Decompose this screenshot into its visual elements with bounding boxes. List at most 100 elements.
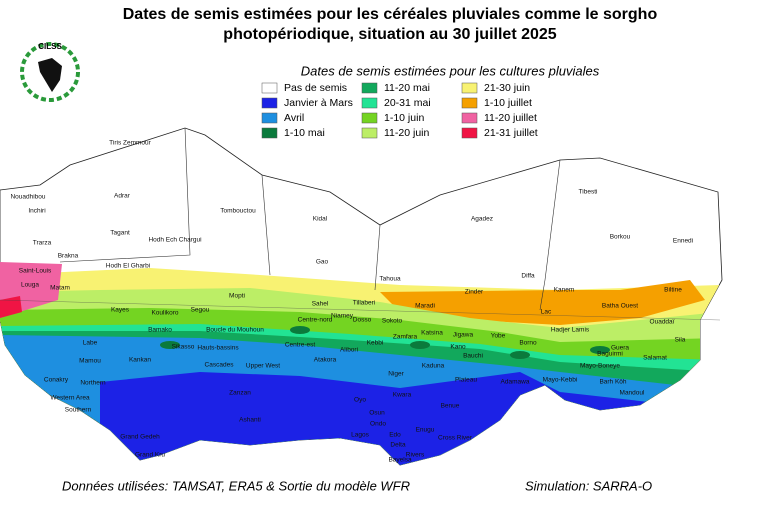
region-label: Enugu — [416, 427, 435, 434]
region-label: Jigawa — [453, 332, 474, 339]
region-labels: Tiris Zemmour Adrar Nouadhibou Inchiri Tagan… — [10, 140, 693, 464]
region-label: Tiris Zemmour — [109, 140, 151, 147]
border — [59, 127, 191, 263]
region-label: Niger — [388, 371, 404, 378]
region-label: Lac — [541, 309, 552, 316]
region-label: Tillaberi — [353, 300, 376, 307]
zone-patch — [590, 346, 610, 354]
region-label: Southern — [65, 407, 92, 414]
region-label: Kwara — [393, 392, 412, 399]
region-label: Mamou — [79, 358, 101, 365]
region-label: Katsina — [421, 330, 443, 337]
region-label: Louga — [21, 282, 39, 289]
region-label: Saint-Louis — [19, 268, 52, 275]
legend-swatch — [461, 82, 478, 94]
region-label: Matam — [50, 285, 70, 292]
region-label: Kebbi — [367, 340, 384, 347]
region-label: Inchiri — [28, 208, 45, 215]
region-label: Hauts-bassins — [197, 345, 239, 352]
region-label: Maradi — [415, 303, 435, 310]
region-label: Adamawa — [501, 379, 530, 386]
region-label: Atakora — [314, 357, 337, 364]
legend-label: 11-20 mai — [384, 82, 430, 94]
region-label: Kaduna — [422, 363, 445, 370]
zone-patch — [510, 351, 530, 359]
region-label: Batha Ouest — [602, 303, 638, 310]
region-label: Benue — [441, 403, 460, 410]
legend-label: 21-30 juin — [484, 82, 530, 94]
legend: Pas de semis Janvier à Mars Avril 1-10 mai 1… — [261, 82, 538, 139]
legend-label: Janvier à Mars — [284, 97, 353, 109]
legend-label: Avril — [284, 112, 304, 124]
logo-wreath — [20, 42, 80, 102]
title-line: Dates de semis estimées pour les céréale… — [123, 6, 658, 23]
region-label: Alibori — [340, 347, 358, 354]
legend-swatch — [361, 127, 378, 139]
region-label: Yobe — [491, 333, 506, 340]
region-label: Boucle du Mouhoun — [206, 327, 264, 334]
region-label: Bayelsa — [388, 457, 412, 464]
title-line: photopériodique, situation au 30 juillet… — [223, 26, 556, 43]
footer-simulation: Simulation: SARRA-O — [525, 478, 652, 493]
region-label: Mopti — [229, 293, 245, 300]
region-label: Zamfara — [393, 334, 418, 341]
region-label: Bauchi — [463, 353, 483, 360]
legend-label: 1-10 mai — [284, 127, 325, 139]
zone-patch — [410, 341, 430, 349]
legend-swatch — [261, 97, 278, 109]
legend-label: 21-31 juillet — [484, 127, 538, 139]
legend-swatch — [361, 97, 378, 109]
region-label: Sila — [675, 337, 686, 344]
region-label: Dosso — [353, 317, 372, 324]
legend-swatch — [261, 127, 278, 139]
region-label: Sahel — [312, 301, 329, 308]
legend-label: 20-31 mai — [384, 97, 431, 109]
zone-patch — [160, 341, 180, 349]
legend-swatch — [461, 112, 478, 124]
region-label: Kayes — [111, 307, 130, 314]
region-label: Biltine — [664, 287, 682, 294]
region-label: Cascades — [205, 362, 235, 369]
region-label: Centre-nord — [298, 317, 333, 324]
region-label: Trarza — [33, 240, 52, 247]
region-label: Sokoto — [382, 318, 403, 325]
logo: CILSS — [20, 42, 80, 102]
region-label: Segou — [191, 307, 210, 314]
legend-title: Dates de semis estimées pour les culture… — [301, 63, 600, 78]
border — [374, 224, 381, 291]
region-label: Tahoua — [379, 276, 401, 283]
region-label: Cross River — [438, 435, 473, 442]
region-label: Hodh Ech Chargui — [148, 237, 201, 244]
region-label: Ennedi — [673, 238, 693, 245]
borders — [0, 127, 721, 321]
logo-text: CILSS — [38, 42, 62, 51]
legend-label: 11-20 juin — [384, 127, 429, 139]
region-label: Mandoul — [620, 390, 645, 397]
region-label: Kankan — [129, 357, 151, 364]
region-label: Hodh El Gharbi — [106, 263, 150, 270]
region-label: Kidal — [313, 216, 328, 223]
region-label: Rivers — [406, 452, 425, 459]
region-label: Plateau — [455, 377, 477, 384]
region-label: Zinder — [465, 289, 484, 296]
region-label: Borkou — [610, 234, 631, 241]
legend-swatch — [361, 82, 378, 94]
region-label: Mayo-Boneye — [580, 363, 620, 370]
region-label: Labe — [83, 340, 98, 347]
region-label: Kano — [450, 344, 466, 351]
region-label: Koulikoro — [151, 310, 178, 317]
region-label: Gao — [316, 259, 329, 266]
region-label: Tagant — [110, 230, 130, 237]
zone — [380, 280, 705, 325]
border — [261, 174, 271, 276]
region-label: Mayo-Kebbi — [543, 377, 578, 384]
region-label: Brakna — [58, 253, 79, 260]
legend-swatch — [361, 112, 378, 124]
legend-swatch — [461, 127, 478, 139]
region-label: Agadez — [471, 216, 493, 223]
region-label: Diffa — [521, 273, 535, 280]
region-label: Zanzan — [229, 390, 251, 397]
region-label: Bamako — [148, 327, 172, 334]
region-label: Kanem — [554, 287, 575, 294]
